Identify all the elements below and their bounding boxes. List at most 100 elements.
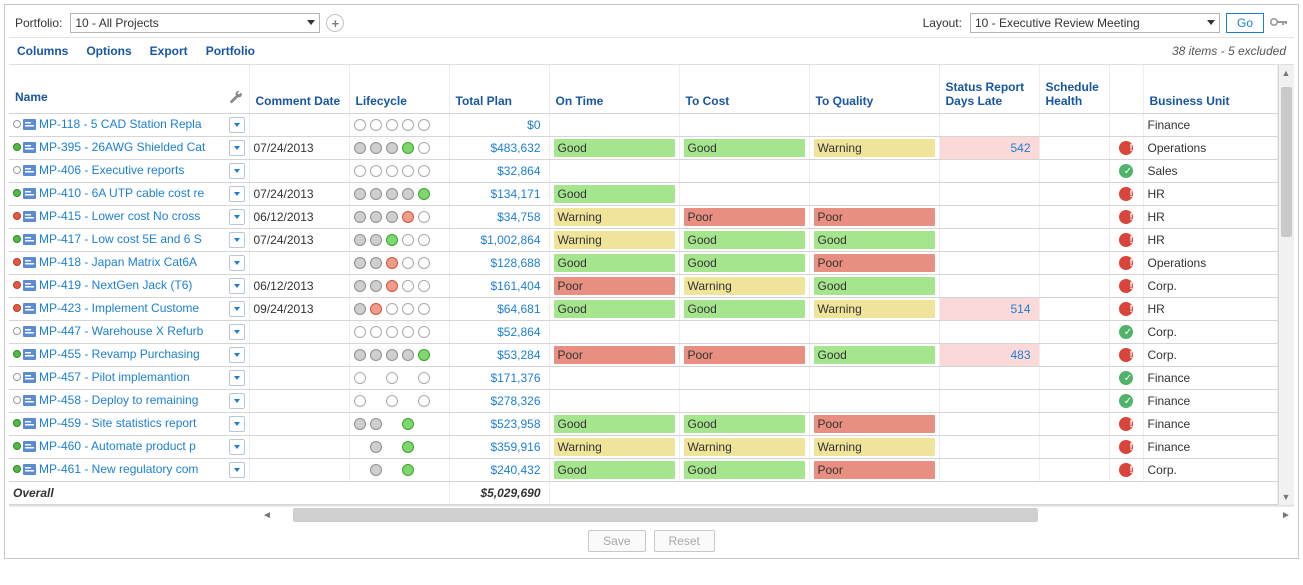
- row-menu-dropdown[interactable]: [229, 416, 245, 432]
- col-comment-date[interactable]: Comment Date: [249, 65, 349, 113]
- wrench-icon[interactable]: [229, 91, 243, 109]
- row-menu-dropdown[interactable]: [229, 462, 245, 478]
- cell-name[interactable]: MP-461 - New regulatory com: [9, 458, 249, 481]
- project-link[interactable]: MP-418 - Japan Matrix Cat6A: [39, 255, 197, 269]
- project-link[interactable]: MP-455 - Revamp Purchasing: [39, 347, 200, 361]
- scroll-up-icon[interactable]: ▲: [1279, 65, 1294, 81]
- table-row[interactable]: MP-458 - Deploy to remaining$278,326Fina…: [9, 389, 1277, 412]
- hscroll-thumb[interactable]: [294, 509, 1037, 521]
- cell-to-cost: Poor: [679, 205, 809, 228]
- table-row[interactable]: MP-447 - Warehouse X Refurb$52,864Corp.: [9, 320, 1277, 343]
- row-menu-dropdown[interactable]: [229, 278, 245, 294]
- table-row[interactable]: MP-118 - 5 CAD Station Repla$0Finance: [9, 113, 1277, 136]
- table-row[interactable]: MP-418 - Japan Matrix Cat6A$128,688GoodG…: [9, 251, 1277, 274]
- row-menu-dropdown[interactable]: [229, 393, 245, 409]
- table-row[interactable]: MP-395 - 26AWG Shielded Cat07/24/2013$48…: [9, 136, 1277, 159]
- table-row[interactable]: MP-459 - Site statistics report$523,958G…: [9, 412, 1277, 435]
- cell-name[interactable]: MP-395 - 26AWG Shielded Cat: [9, 136, 249, 159]
- cell-name[interactable]: MP-458 - Deploy to remaining: [9, 389, 249, 412]
- project-link[interactable]: MP-415 - Lower cost No cross: [39, 209, 200, 223]
- menu-columns[interactable]: Columns: [17, 44, 68, 58]
- row-menu-dropdown[interactable]: [229, 186, 245, 202]
- cell-name[interactable]: MP-457 - Pilot implemantion: [9, 366, 249, 389]
- project-link[interactable]: MP-461 - New regulatory com: [39, 462, 198, 476]
- cell-name[interactable]: MP-419 - NextGen Jack (T6): [9, 274, 249, 297]
- row-menu-dropdown[interactable]: [229, 117, 245, 133]
- table-row[interactable]: MP-410 - 6A UTP cable cost re07/24/2013$…: [9, 182, 1277, 205]
- menu-options[interactable]: Options: [86, 44, 131, 58]
- col-on-time[interactable]: On Time: [549, 65, 679, 113]
- horizontal-scrollbar[interactable]: ◄ ►: [9, 506, 1294, 524]
- row-menu-dropdown[interactable]: [229, 163, 245, 179]
- cell-name[interactable]: MP-118 - 5 CAD Station Repla: [9, 113, 249, 136]
- scroll-thumb[interactable]: [1281, 87, 1292, 237]
- cell-name[interactable]: MP-418 - Japan Matrix Cat6A: [9, 251, 249, 274]
- row-menu-dropdown[interactable]: [229, 209, 245, 225]
- project-link[interactable]: MP-406 - Executive reports: [39, 163, 184, 177]
- row-menu-dropdown[interactable]: [229, 301, 245, 317]
- table-row[interactable]: MP-419 - NextGen Jack (T6)06/12/2013$161…: [9, 274, 1277, 297]
- cell-name[interactable]: MP-417 - Low cost 5E and 6 S: [9, 228, 249, 251]
- scroll-left-icon[interactable]: ◄: [259, 510, 275, 521]
- cell-name[interactable]: MP-460 - Automate product p: [9, 435, 249, 458]
- reset-button[interactable]: Reset: [654, 530, 715, 552]
- project-link[interactable]: MP-410 - 6A UTP cable cost re: [39, 186, 204, 200]
- scroll-down-icon[interactable]: ▼: [1279, 489, 1294, 505]
- col-business-unit[interactable]: Business Unit: [1143, 65, 1277, 113]
- row-menu-dropdown[interactable]: [229, 370, 245, 386]
- row-menu-dropdown[interactable]: [229, 140, 245, 156]
- table-row[interactable]: MP-455 - Revamp Purchasing$53,284PoorPoo…: [9, 343, 1277, 366]
- key-icon[interactable]: [1270, 15, 1288, 32]
- project-link[interactable]: MP-459 - Site statistics report: [39, 416, 196, 430]
- row-menu-dropdown[interactable]: [229, 439, 245, 455]
- cell-name[interactable]: MP-415 - Lower cost No cross: [9, 205, 249, 228]
- health-alert-icon: [1119, 417, 1133, 431]
- menu-export[interactable]: Export: [150, 44, 188, 58]
- cell-name[interactable]: MP-406 - Executive reports: [9, 159, 249, 182]
- menu-portfolio[interactable]: Portfolio: [206, 44, 255, 58]
- cell-name[interactable]: MP-459 - Site statistics report: [9, 412, 249, 435]
- project-link[interactable]: MP-458 - Deploy to remaining: [39, 393, 198, 407]
- col-to-cost[interactable]: To Cost: [679, 65, 809, 113]
- scroll-right-icon[interactable]: ►: [1278, 510, 1294, 521]
- table-row[interactable]: MP-457 - Pilot implemantion$171,376Finan…: [9, 366, 1277, 389]
- col-lifecycle[interactable]: Lifecycle: [349, 65, 449, 113]
- cell-name[interactable]: MP-410 - 6A UTP cable cost re: [9, 182, 249, 205]
- layout-dropdown[interactable]: 10 - Executive Review Meeting: [970, 13, 1220, 33]
- project-link[interactable]: MP-118 - 5 CAD Station Repla: [39, 117, 202, 131]
- cell-name[interactable]: MP-447 - Warehouse X Refurb: [9, 320, 249, 343]
- row-menu-dropdown[interactable]: [229, 324, 245, 340]
- cell-days-late: [939, 366, 1039, 389]
- col-name[interactable]: Name: [9, 65, 249, 113]
- col-to-quality[interactable]: To Quality: [809, 65, 939, 113]
- save-button[interactable]: Save: [588, 530, 645, 552]
- project-link[interactable]: MP-460 - Automate product p: [39, 439, 196, 453]
- table-row[interactable]: MP-415 - Lower cost No cross06/12/2013$3…: [9, 205, 1277, 228]
- table-row[interactable]: MP-423 - Implement Custome09/24/2013$64,…: [9, 297, 1277, 320]
- col-total-plan[interactable]: Total Plan: [449, 65, 549, 113]
- go-button[interactable]: Go: [1226, 13, 1264, 33]
- row-menu-dropdown[interactable]: [229, 347, 245, 363]
- project-link[interactable]: MP-447 - Warehouse X Refurb: [39, 324, 203, 338]
- project-icon: [23, 142, 36, 153]
- row-menu-dropdown[interactable]: [229, 232, 245, 248]
- vertical-scrollbar[interactable]: ▲ ▼: [1278, 65, 1294, 505]
- table-row[interactable]: MP-461 - New regulatory com$240,432GoodG…: [9, 458, 1277, 481]
- table-row[interactable]: MP-406 - Executive reports$32,864Sales: [9, 159, 1277, 182]
- hscroll-track[interactable]: [293, 508, 1038, 522]
- row-menu-dropdown[interactable]: [229, 255, 245, 271]
- table-row[interactable]: MP-460 - Automate product p$359,916Warni…: [9, 435, 1277, 458]
- project-link[interactable]: MP-457 - Pilot implemantion: [39, 370, 190, 384]
- cell-comment-date: 06/12/2013: [249, 205, 349, 228]
- project-link[interactable]: MP-423 - Implement Custome: [39, 301, 199, 315]
- portfolio-dropdown[interactable]: 10 - All Projects: [70, 13, 320, 33]
- project-link[interactable]: MP-419 - NextGen Jack (T6): [39, 278, 192, 292]
- add-portfolio-button[interactable]: +: [326, 14, 344, 32]
- col-sched-health[interactable]: Schedule Health: [1039, 65, 1109, 113]
- cell-name[interactable]: MP-423 - Implement Custome: [9, 297, 249, 320]
- col-days-late[interactable]: Status Report Days Late: [939, 65, 1039, 113]
- table-row[interactable]: MP-417 - Low cost 5E and 6 S07/24/2013$1…: [9, 228, 1277, 251]
- project-link[interactable]: MP-395 - 26AWG Shielded Cat: [39, 140, 205, 154]
- cell-name[interactable]: MP-455 - Revamp Purchasing: [9, 343, 249, 366]
- project-link[interactable]: MP-417 - Low cost 5E and 6 S: [39, 232, 202, 246]
